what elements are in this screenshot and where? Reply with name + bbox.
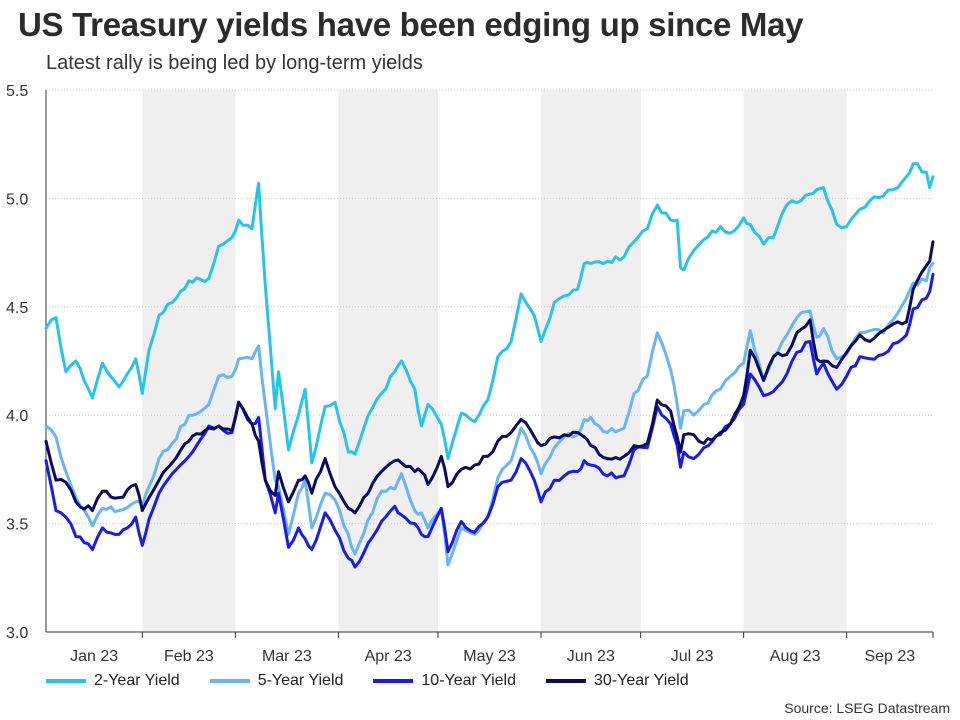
legend: 2-Year Yield 5-Year Yield 10-Year Yield 30-… (46, 672, 689, 690)
source-note: Source: LSEG Datastream (784, 700, 950, 716)
x-tick-label: Mar 23 (262, 648, 312, 665)
y-tick-label: 3.5 (6, 517, 28, 534)
legend-item: 5-Year Yield (209, 672, 344, 690)
x-tick-label: Jun 23 (567, 648, 615, 665)
legend-item: 2-Year Yield (46, 672, 180, 690)
yield-line-chart: 3.0 3.5 4.0 4.5 5.0 5.5 Jan 23 Feb 23 Mar 23 Apr … (6, 83, 935, 665)
page-title: US Treasury yields have been edging up s… (18, 6, 804, 43)
y-tick-label: 5.5 (6, 83, 28, 100)
x-tick-label: Feb 23 (164, 648, 214, 665)
x-tick-label: Aug 23 (770, 648, 821, 665)
legend-swatch (373, 679, 414, 683)
series-line (44, 240, 935, 515)
shaded-month-band (142, 90, 236, 632)
legend-label: 10-Year Yield (421, 672, 516, 689)
x-tick-label: Apr 23 (365, 648, 412, 665)
page-subtitle: Latest rally is being led by long-term y… (46, 52, 423, 74)
series-line (44, 272, 935, 569)
x-tick-label: Jul 23 (671, 648, 714, 665)
shaded-month-band (338, 90, 439, 632)
y-tick-label: 4.5 (6, 300, 28, 317)
x-tick-label: May 23 (463, 648, 516, 665)
x-tick-label: Jan 23 (70, 648, 118, 665)
legend-label: 5-Year Yield (257, 672, 344, 689)
series-line (44, 162, 935, 465)
legend-item: 10-Year Yield (373, 672, 516, 690)
y-tick-label: 3.0 (6, 625, 28, 642)
x-tick-label: Sep 23 (864, 648, 915, 665)
legend-swatch (209, 679, 250, 683)
legend-swatch (546, 679, 586, 683)
y-tick-label: 4.0 (6, 408, 28, 425)
axes: 3.0 3.5 4.0 4.5 5.0 5.5 Jan 23 Feb 23 Mar 23 Apr … (6, 83, 934, 665)
series-lines (44, 162, 935, 569)
month-shading (142, 90, 847, 632)
legend-label: 30-Year Yield (594, 672, 689, 689)
shaded-month-band (540, 90, 641, 632)
legend-swatch (46, 679, 86, 683)
y-tick-label: 5.0 (6, 191, 28, 208)
legend-item: 30-Year Yield (546, 672, 689, 690)
legend-label: 2-Year Yield (94, 672, 180, 689)
